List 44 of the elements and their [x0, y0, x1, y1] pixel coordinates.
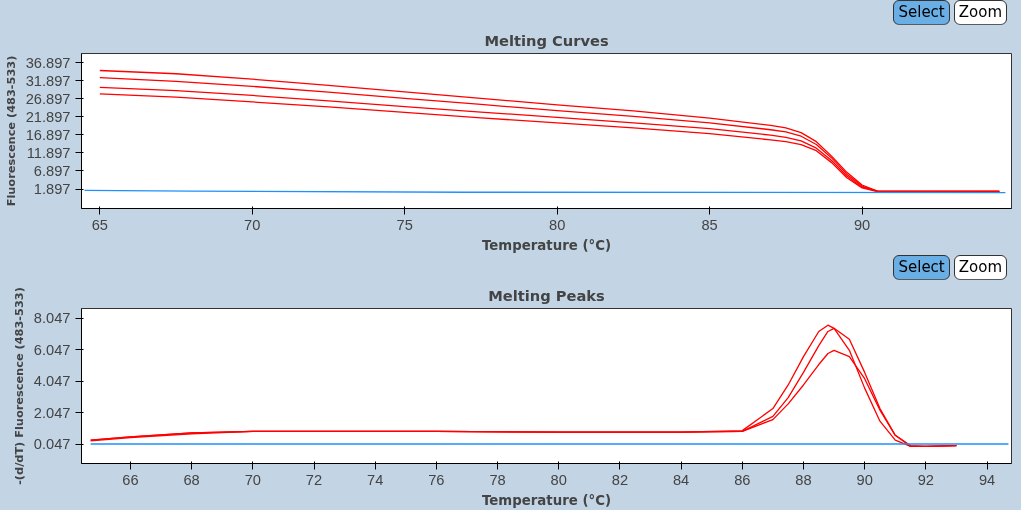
y-tick-label: 31.897 — [25, 72, 71, 89]
x-tick-label: 74 — [367, 471, 384, 488]
x-tick-label: 75 — [396, 216, 413, 233]
x-tick-label: 90 — [856, 471, 873, 488]
x-tick-label: 66 — [122, 471, 139, 488]
y-tick-label: 1.897 — [33, 181, 71, 197]
x-tick-label: 82 — [611, 471, 629, 488]
x-tick-label: 70 — [244, 216, 261, 233]
text: Zoom — [953, 0, 1007, 26]
x-tick-label: 92 — [917, 471, 934, 488]
x-tick-label: 65 — [91, 216, 108, 233]
y-tick-label: 6.897 — [33, 162, 71, 179]
x-axis-title: Temperature (°C) — [481, 492, 612, 508]
y-tick-label: 0.047 — [33, 436, 71, 453]
x-tick-label: 68 — [183, 471, 200, 488]
x-tick-label: 84 — [672, 471, 690, 488]
y-tick-label: 2.047 — [33, 404, 71, 421]
x-tick-label: 88 — [795, 471, 812, 488]
y-tick-label: 11.897 — [26, 144, 71, 161]
x-tick-label: 80 — [550, 471, 567, 488]
x-tick-label: 94 — [978, 471, 996, 488]
y-tick-label: 21.897 — [25, 108, 71, 125]
x-tick-label: 85 — [701, 216, 718, 233]
y-tick-label: 8.047 — [33, 310, 71, 327]
y-tick-label: 4.047 — [33, 373, 71, 390]
text: Select — [893, 0, 950, 26]
x-tick-label: 78 — [489, 471, 506, 488]
y-tick-label: 6.047 — [33, 341, 71, 358]
text: Select — [893, 255, 950, 281]
chart-title: Melting Peaks — [488, 286, 606, 304]
y-axis-title: -(d/dT) Fluorescence (483-533) — [11, 287, 26, 485]
text: Zoom — [953, 255, 1007, 281]
x-tick-label: 70 — [244, 471, 261, 488]
x-tick-label: 86 — [734, 471, 751, 488]
y-axis-title: Fluorescence (483-533) — [3, 55, 18, 207]
y-tick-label: 16.897 — [25, 126, 71, 143]
chart-title: Melting Curves — [484, 31, 609, 49]
y-tick-label: 36.897 — [25, 54, 71, 71]
x-tick-label: 76 — [428, 471, 445, 488]
x-tick-label: 80 — [549, 216, 566, 233]
x-tick-label: 90 — [853, 216, 871, 233]
x-tick-label: 72 — [305, 471, 323, 488]
x-axis-title: Temperature (°C) — [481, 237, 612, 253]
y-tick-label: 26.897 — [25, 90, 71, 107]
